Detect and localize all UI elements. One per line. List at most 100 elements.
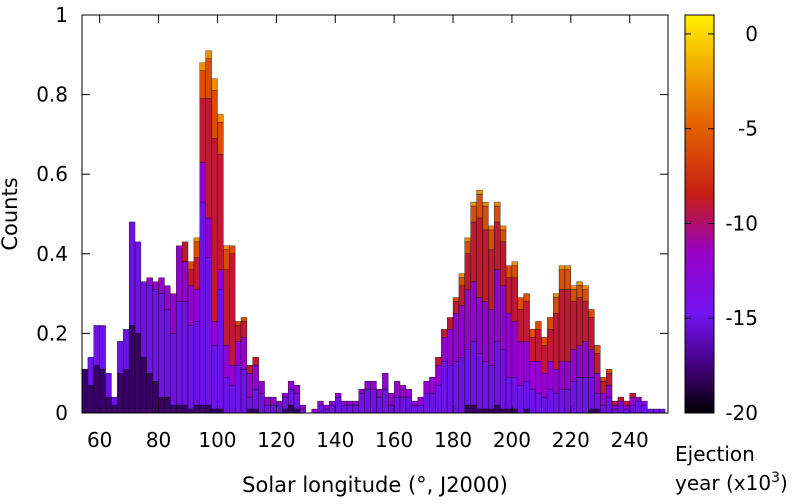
- bar-segment: [488, 249, 495, 310]
- bar-segment: [317, 400, 324, 406]
- bar-segment: [270, 396, 277, 406]
- bar-segment: [570, 349, 577, 382]
- bar-segment: [464, 237, 471, 243]
- bar-segment: [482, 201, 489, 207]
- bar-segment: [558, 361, 566, 390]
- bar-segment: [511, 261, 518, 266]
- bar-segment: [205, 58, 212, 99]
- bar-segment: [299, 404, 306, 410]
- bar-segment: [452, 301, 460, 314]
- bar-segment: [429, 377, 436, 394]
- bar-segment: [246, 365, 253, 374]
- bar-segment: [181, 241, 189, 262]
- bar-segment: [570, 301, 577, 350]
- bar-segment: [588, 408, 595, 414]
- bar-segment: [535, 361, 542, 394]
- bar-segment: [181, 261, 189, 302]
- bar-segment: [470, 201, 477, 207]
- bar-segment: [205, 257, 212, 406]
- colorbar-label-line1: Ejection: [675, 442, 755, 466]
- bar-segment: [240, 369, 248, 414]
- bar-segment: [293, 392, 301, 410]
- x-tick-label: 160: [375, 428, 413, 452]
- bar-segment: [187, 269, 195, 286]
- bar-segment: [417, 396, 424, 406]
- bar-segment: [552, 313, 560, 370]
- bar-segment: [199, 162, 206, 203]
- bar-segment: [441, 337, 448, 362]
- bar-segment: [134, 333, 142, 414]
- bar-segment: [181, 301, 189, 406]
- bar-segment: [476, 408, 483, 414]
- axes-layer: [81, 14, 669, 414]
- bar-segment: [511, 408, 518, 414]
- bar-segment: [193, 289, 200, 322]
- bar-segment: [517, 341, 524, 386]
- bar-segment: [570, 289, 577, 302]
- bar-segment: [435, 357, 442, 366]
- bar-segment: [458, 273, 465, 278]
- bar-segment: [193, 321, 200, 406]
- bar-segment: [458, 285, 465, 306]
- bar-segment: [541, 396, 548, 414]
- bar-segment: [358, 388, 365, 394]
- bar-segment: [335, 396, 342, 414]
- bar-segment: [205, 50, 212, 59]
- bar-segment: [217, 289, 224, 410]
- bar-segment: [199, 201, 206, 406]
- bar-segment: [293, 408, 301, 414]
- x-tick-label: 220: [552, 428, 590, 452]
- colorbar-label-suffix: ): [780, 471, 788, 495]
- bar-segment: [229, 384, 236, 414]
- y-tick-label: 0.8: [36, 83, 68, 107]
- bar-segment: [176, 245, 183, 302]
- bar-segment: [464, 253, 471, 290]
- bar-segment: [588, 349, 595, 378]
- bar-segment: [134, 241, 142, 334]
- colorbar-tick-label: -20: [725, 401, 758, 425]
- bar-segment: [170, 404, 177, 414]
- bar-segment: [152, 281, 159, 290]
- bar-segment: [446, 365, 454, 414]
- bar-segment: [170, 333, 177, 406]
- bar-segment: [217, 122, 224, 155]
- bar-segment: [370, 380, 377, 390]
- bar-segment: [217, 114, 224, 123]
- bar-segment: [458, 357, 465, 414]
- bar-segment: [600, 392, 607, 406]
- bar-segment: [482, 229, 489, 302]
- bar-segment: [517, 297, 524, 310]
- bar-segment: [229, 253, 236, 366]
- bar-segment: [482, 361, 489, 410]
- bar-segment: [653, 408, 660, 414]
- bar-segment: [499, 229, 507, 243]
- bar-segment: [258, 380, 265, 394]
- x-tick-label: 120: [257, 428, 295, 452]
- bar-segment: [564, 269, 571, 290]
- bar-segment: [240, 337, 248, 370]
- bar-segment: [523, 341, 530, 382]
- bar-segment: [523, 293, 530, 302]
- bar-segment: [382, 388, 389, 414]
- bar-segment: [476, 297, 483, 354]
- bar-segment: [211, 408, 218, 414]
- bar-segment: [93, 325, 100, 366]
- bar-segment: [223, 345, 230, 378]
- bar-segment: [429, 392, 436, 414]
- bar-segment: [211, 345, 218, 410]
- bar-segment: [488, 225, 495, 231]
- bar-segment: [452, 313, 460, 362]
- bar-segment: [476, 217, 483, 298]
- bar-segment: [564, 289, 571, 362]
- bar-segment: [199, 70, 206, 99]
- bar-segment: [264, 396, 271, 406]
- bar-segment: [370, 388, 377, 414]
- y-tick-label: 1: [55, 3, 68, 27]
- bar-segment: [529, 388, 536, 414]
- bar-segment: [399, 384, 407, 398]
- colorbar-tick-label: -15: [725, 306, 758, 330]
- bar-segment: [629, 396, 636, 406]
- bar-segment: [105, 373, 112, 398]
- bar-segment: [600, 380, 607, 394]
- colorbar: 0 -5 -10 -15 -20 Ejection year (x103): [675, 14, 788, 495]
